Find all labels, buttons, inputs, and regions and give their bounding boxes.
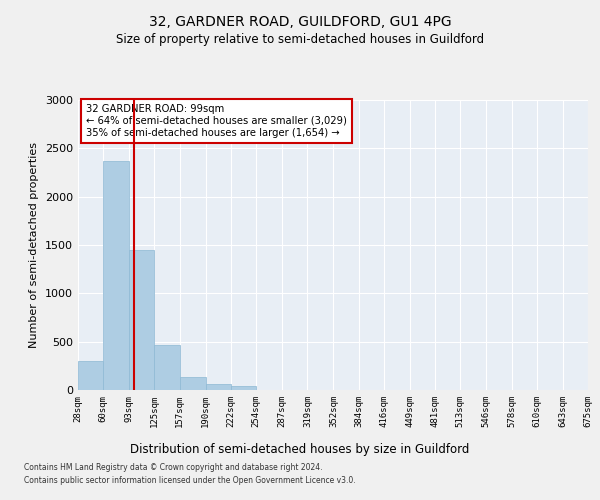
Bar: [103, 161, 129, 390]
Bar: [206, 384, 231, 390]
Bar: [154, 344, 179, 390]
Text: Distribution of semi-detached houses by size in Guildford: Distribution of semi-detached houses by …: [130, 442, 470, 456]
Bar: [78, 361, 103, 390]
Bar: [129, 250, 154, 390]
Text: Size of property relative to semi-detached houses in Guildford: Size of property relative to semi-detach…: [116, 32, 484, 46]
Bar: [231, 386, 256, 390]
Text: 32, GARDNER ROAD, GUILDFORD, GU1 4PG: 32, GARDNER ROAD, GUILDFORD, GU1 4PG: [149, 15, 451, 29]
Y-axis label: Number of semi-detached properties: Number of semi-detached properties: [29, 142, 40, 348]
Bar: [179, 378, 206, 390]
Text: 32 GARDNER ROAD: 99sqm
← 64% of semi-detached houses are smaller (3,029)
35% of : 32 GARDNER ROAD: 99sqm ← 64% of semi-det…: [86, 104, 347, 138]
Text: Contains public sector information licensed under the Open Government Licence v3: Contains public sector information licen…: [24, 476, 356, 485]
Text: Contains HM Land Registry data © Crown copyright and database right 2024.: Contains HM Land Registry data © Crown c…: [24, 464, 323, 472]
